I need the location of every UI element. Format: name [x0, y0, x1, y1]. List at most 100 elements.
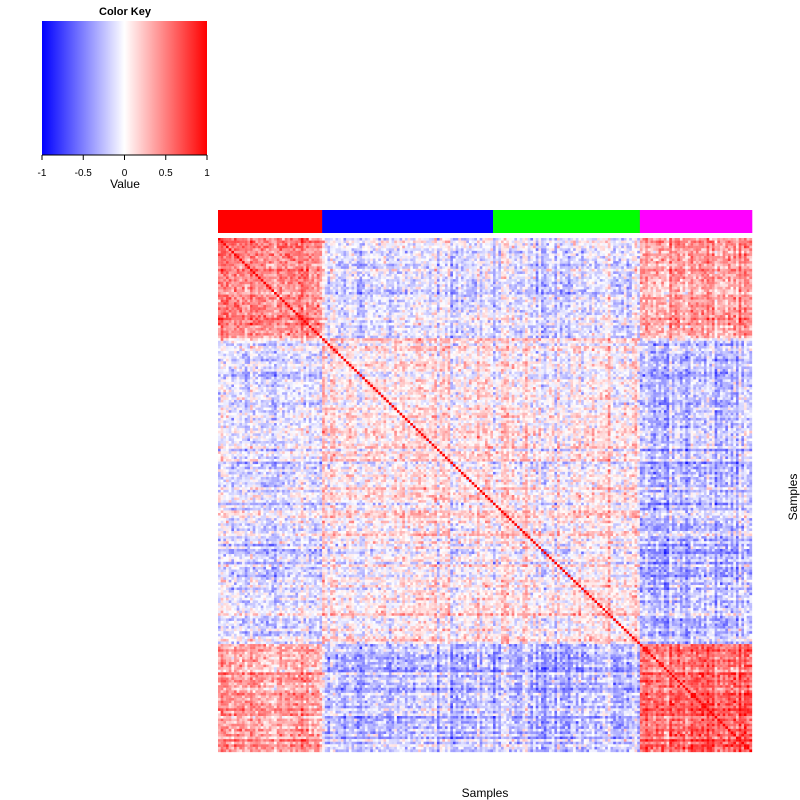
- group-color-bar: [218, 210, 752, 233]
- heatmap-cell: [458, 248, 461, 251]
- heatmap-cell: [282, 246, 285, 249]
- heatmap-cell: [218, 243, 221, 246]
- heatmap-cell: [643, 241, 646, 244]
- heatmap-cell: [669, 238, 672, 241]
- heatmap-cell: [581, 241, 584, 244]
- heatmap-cell: [490, 248, 493, 251]
- heatmap-cell: [533, 241, 536, 244]
- heatmap-cell: [741, 241, 744, 244]
- heatmap-cell: [512, 246, 515, 249]
- heatmap-cell: [394, 246, 397, 249]
- heatmap-cell: [474, 241, 477, 244]
- heatmap-cell: [568, 248, 571, 251]
- heatmap-cell: [410, 243, 413, 246]
- heatmap-cell: [293, 251, 296, 254]
- heatmap-cell: [218, 248, 221, 251]
- heatmap-cell: [298, 251, 301, 254]
- heatmap-cell: [664, 243, 667, 246]
- heatmap-cell: [744, 238, 747, 241]
- heatmap-cell: [408, 248, 411, 251]
- heatmap-cell: [528, 241, 531, 244]
- heatmap-cell: [493, 248, 496, 251]
- heatmap-cell: [448, 248, 451, 251]
- heatmap-cell: [645, 248, 648, 251]
- heatmap-cell: [237, 238, 240, 241]
- heatmap-cell: [717, 243, 720, 246]
- heatmap-cell: [242, 241, 245, 244]
- heatmap-cell: [338, 251, 341, 254]
- heatmap-cell: [627, 238, 630, 241]
- heatmap-cell: [525, 243, 528, 246]
- heatmap-cell: [309, 241, 312, 244]
- heatmap-cell: [376, 251, 379, 254]
- heatmap-cell: [621, 246, 624, 249]
- heatmap-cell: [512, 238, 515, 241]
- heatmap-cell: [741, 248, 744, 251]
- heatmap-cell: [586, 238, 589, 241]
- heatmap-cell: [271, 241, 274, 244]
- heatmap-cell: [536, 246, 539, 249]
- heatmap-cell: [661, 248, 664, 251]
- heatmap-cell: [675, 243, 678, 246]
- heatmap-cell: [287, 238, 290, 241]
- heatmap-cell: [594, 248, 597, 251]
- heatmap-cell: [677, 246, 680, 249]
- heatmap-cell: [736, 238, 739, 241]
- heatmap-cell: [400, 243, 403, 246]
- heatmap-cell: [450, 238, 453, 241]
- heatmap-cell: [298, 246, 301, 249]
- heatmap-cell: [352, 246, 355, 249]
- heatmap-cell: [349, 246, 352, 249]
- heatmap-cell: [418, 238, 421, 241]
- heatmap-cell: [699, 243, 702, 246]
- heatmap-cell: [712, 241, 715, 244]
- heatmap-cell: [434, 248, 437, 251]
- heatmap-cell: [744, 248, 747, 251]
- heatmap-cell: [715, 243, 718, 246]
- heatmap-cell: [651, 248, 654, 251]
- heatmap-cell: [496, 243, 499, 246]
- heatmap-cell: [408, 246, 411, 249]
- heatmap-cell: [709, 243, 712, 246]
- heatmap-cell: [253, 241, 256, 244]
- heatmap-cell: [333, 246, 336, 249]
- heatmap-cell: [309, 246, 312, 249]
- heatmap-cell: [707, 238, 710, 241]
- heatmap-cell: [293, 238, 296, 241]
- heatmap-cell: [741, 246, 744, 249]
- heatmap-cell: [287, 251, 290, 254]
- heatmap-cell: [485, 246, 488, 249]
- heatmap-cell: [504, 248, 507, 251]
- heatmap-cell: [651, 241, 654, 244]
- heatmap-cell: [739, 248, 742, 251]
- heatmap-cell: [384, 238, 387, 241]
- heatmap-cell: [378, 251, 381, 254]
- heatmap-cell: [360, 246, 363, 249]
- heatmap-cell: [578, 241, 581, 244]
- heatmap-cell: [234, 251, 237, 254]
- heatmap-cell: [301, 248, 304, 251]
- heatmap-cell: [453, 248, 456, 251]
- heatmap-cell: [440, 238, 443, 241]
- heatmap-cell: [253, 251, 256, 254]
- heatmap-cell: [629, 246, 632, 249]
- heatmap-cell: [287, 241, 290, 244]
- heatmap-cell: [552, 246, 555, 249]
- heatmap-cell: [514, 248, 517, 251]
- heatmap-cell: [597, 241, 600, 244]
- heatmap-cell: [263, 251, 266, 254]
- heatmap-cell: [453, 243, 456, 246]
- heatmap-cell: [565, 246, 568, 249]
- heatmap-cell: [688, 238, 691, 241]
- heatmap-cell: [253, 238, 256, 241]
- color-key-tick-label: -1: [38, 168, 47, 179]
- heatmap-cell: [314, 238, 317, 241]
- heatmap-cell: [749, 248, 752, 251]
- heatmap-cell: [221, 246, 224, 249]
- heatmap-cell: [696, 243, 699, 246]
- heatmap-cell: [683, 246, 686, 249]
- heatmap-cell: [464, 241, 467, 244]
- heatmap-cell: [541, 246, 544, 249]
- heatmap-cell: [570, 246, 573, 249]
- heatmap-cell: [701, 246, 704, 249]
